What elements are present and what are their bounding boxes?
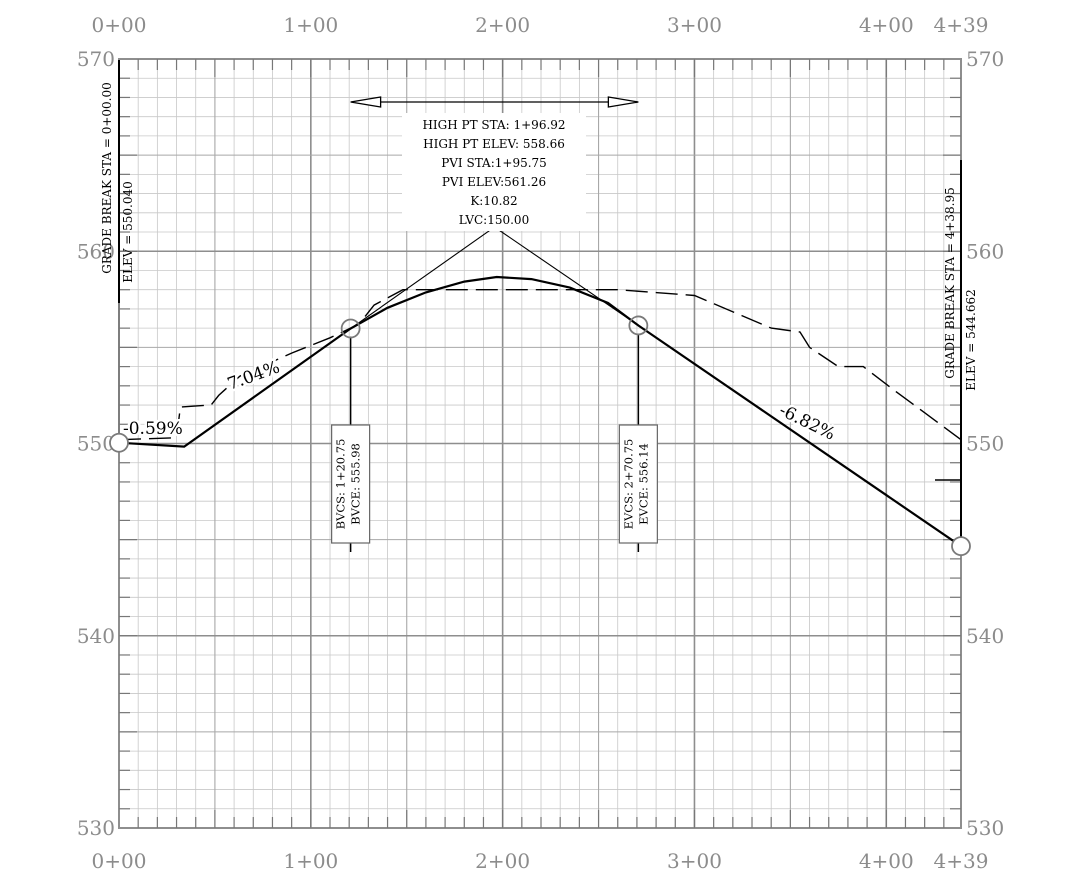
evc-label-box — [618, 424, 658, 544]
y-tick-label-right: 550 — [966, 432, 1004, 456]
y-tick-label-right: 530 — [966, 816, 1004, 840]
grade-break-start-station-label: GRADE BREAK STA = 0+00.00 — [100, 82, 114, 274]
x-tick-label-bottom: 4+00 — [859, 849, 914, 873]
bvc-station-label: BVCS: 1+20.75 — [334, 439, 348, 530]
x-tick-label-bottom: 3+00 — [667, 849, 722, 873]
bvc-point-marker — [340, 318, 361, 339]
series-layer — [118, 275, 962, 548]
high-point-note-line: HIGH PT ELEV: 558.66 — [423, 137, 565, 151]
x-tick-label-top: 1+00 — [283, 13, 338, 37]
x-tick-label-top: 2+00 — [475, 13, 530, 37]
evc-elevation-label: EVCE: 556.14 — [636, 443, 650, 525]
y-tick-label-left: 550 — [77, 432, 115, 456]
bvc-elevation-label: BVCE: 555.98 — [349, 443, 363, 525]
x-tick-label-bottom: 2+00 — [475, 849, 530, 873]
y-tick-label-right: 540 — [966, 624, 1004, 648]
y-tick-label-right: 560 — [966, 239, 1004, 263]
curve-length-arrowhead-left — [350, 96, 382, 108]
tick-marks — [119, 59, 961, 828]
high-point-note-box — [402, 113, 586, 231]
high-point-note-line: PVI ELEV:561.26 — [442, 175, 546, 189]
tick-labels: 0+00 0+00 1+00 1+00 2+00 2+00 3+00 3+00 4+00 4+00… — [77, 13, 1004, 873]
bvc-label-box — [331, 424, 371, 544]
y-tick-label-left: 540 — [77, 624, 115, 648]
tangent-line-back — [350, 226, 495, 329]
y-tick-label-left: 570 — [77, 47, 115, 71]
high-point-note-line: K:10.82 — [470, 194, 517, 208]
x-tick-label-top: 4+39 — [934, 13, 989, 37]
x-tick-label-bottom: 1+00 — [283, 849, 338, 873]
grade-break-start-elevation-label: ELEV = 550.040 — [121, 181, 135, 282]
tangent-line-ahead — [494, 226, 639, 326]
x-tick-label-top: 3+00 — [667, 13, 722, 37]
grade-break-end-station-label: GRADE BREAK STA = 4+38.95 — [943, 187, 957, 379]
annotations-layer: HIGH PT STA: 1+96.92 HIGH PT ELEV: 558.66… — [100, 60, 978, 557]
y-tick-label-left: 560 — [77, 239, 115, 263]
high-point-note-line: PVI STA:1+95.75 — [441, 156, 547, 170]
x-tick-label-top: 0+00 — [92, 13, 147, 37]
x-tick-label-bottom: 0+00 — [92, 849, 147, 873]
x-tick-label-bottom: 4+39 — [934, 849, 989, 873]
grade-break-end-marker — [951, 536, 971, 557]
grade-label: -0.59% — [123, 419, 183, 439]
curve-length-arrowhead-right — [607, 96, 639, 108]
series-existing-ground — [118, 289, 962, 441]
evc-point-marker — [628, 315, 649, 336]
grade-break-start-marker — [109, 432, 129, 453]
high-point-note-line: HIGH PT STA: 1+96.92 — [422, 118, 565, 132]
y-tick-label-left: 530 — [77, 816, 115, 840]
y-tick-label-right: 570 — [966, 47, 1004, 71]
high-point-note-line: LVC:150.00 — [459, 213, 529, 227]
series-proposed-profile — [118, 275, 962, 548]
grade-break-end-elevation-label: ELEV = 544.662 — [964, 289, 978, 390]
x-tick-label-top: 4+00 — [859, 13, 914, 37]
evc-station-label: EVCS: 2+70.75 — [621, 439, 635, 530]
